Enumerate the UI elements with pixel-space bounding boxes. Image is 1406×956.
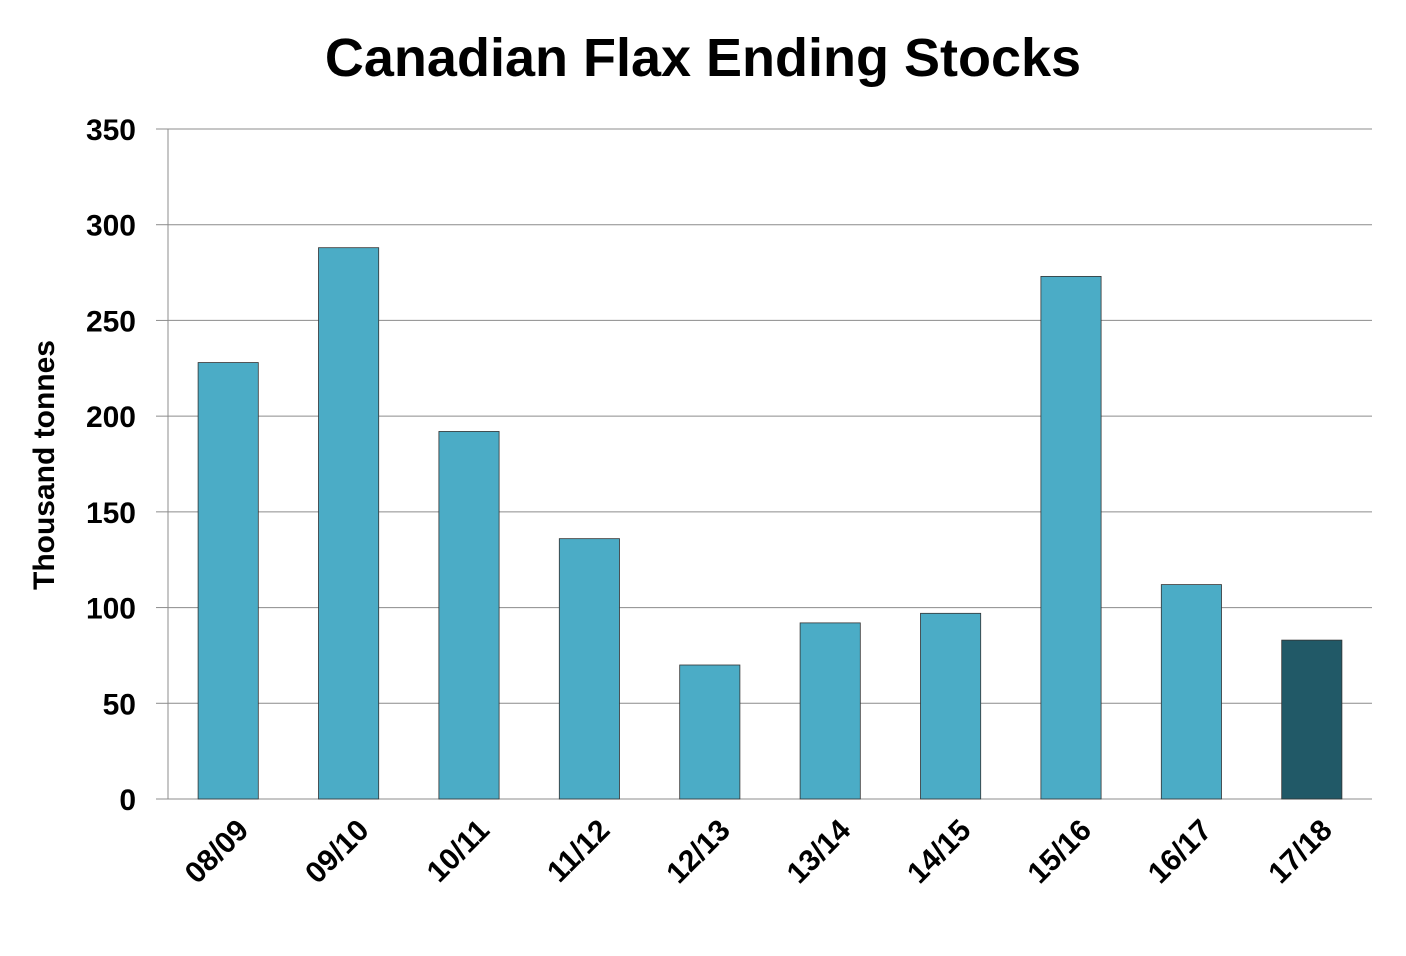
bar	[1160, 584, 1222, 800]
x-tick-label: 16/17	[1142, 814, 1218, 890]
x-tick-label: 15/16	[1022, 814, 1098, 890]
y-tick-label: 200	[86, 401, 136, 434]
x-tick-label: 17/18	[1262, 814, 1338, 890]
x-tick-label: 13/14	[781, 813, 858, 890]
y-tick-label: 350	[86, 114, 136, 147]
bar	[679, 664, 741, 800]
x-tick-label: 12/13	[660, 814, 736, 890]
bar	[318, 247, 380, 800]
x-tick-label: 09/10	[299, 814, 375, 890]
bar	[920, 612, 982, 800]
x-tick-label: 14/15	[901, 814, 977, 890]
y-tick-label: 250	[86, 305, 136, 338]
y-tick-label: 100	[86, 593, 136, 626]
x-tick-label: 08/09	[179, 814, 255, 890]
bar	[438, 431, 500, 800]
chart-title: Canadian Flax Ending Stocks	[325, 28, 1081, 88]
y-tick-label: 150	[86, 497, 136, 530]
x-tick-label: 11/12	[541, 814, 616, 889]
bar	[1040, 275, 1102, 800]
bar	[558, 538, 620, 800]
y-tick-label: 0	[119, 784, 136, 817]
bar	[1281, 639, 1343, 800]
y-tick-label: 50	[103, 688, 136, 721]
y-axis-label: Thousand tonnes	[28, 340, 61, 590]
y-tick-label: 300	[86, 210, 136, 243]
x-tick-label: 10/11	[421, 814, 496, 889]
bar	[799, 622, 861, 800]
bar	[197, 362, 259, 800]
